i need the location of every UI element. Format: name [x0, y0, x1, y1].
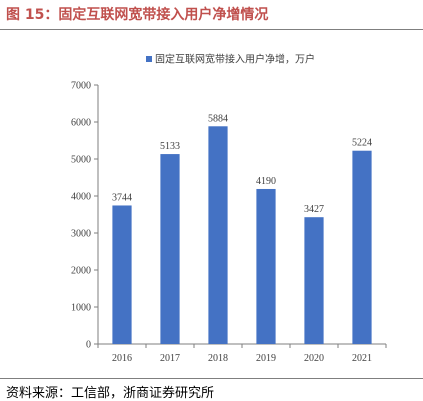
bars	[112, 126, 372, 345]
bar	[208, 126, 228, 345]
data-label: 5884	[208, 113, 228, 124]
data-label: 5224	[352, 138, 372, 149]
y-tick-label: 2000	[71, 266, 91, 277]
x-tick-label: 2020	[304, 353, 324, 364]
bar	[256, 188, 276, 344]
data-label: 3744	[112, 192, 132, 203]
y-axis: 0 1000 2000 3000 4000 5000 6000 7000	[71, 81, 99, 351]
y-tick-label: 4000	[71, 192, 91, 203]
legend-label: 固定互联网宽带接入用户净增，万户	[155, 53, 315, 66]
data-labels: 3744 5133 5884 4190 3427 5224	[112, 113, 372, 215]
title-divider	[0, 29, 423, 30]
data-label: 3427	[304, 204, 324, 215]
bar-chart: 固定互联网宽带接入用户净增，万户 0 1000 2000 3000 4000 5000 60…	[71, 53, 387, 364]
figure-title: 图 15：固定互联网宽带接入用户净增情况	[6, 7, 269, 23]
bar	[352, 150, 372, 344]
x-tick-label: 2019	[256, 353, 276, 364]
y-tick-label: 3000	[71, 229, 91, 240]
y-tick-label: 1000	[71, 303, 91, 314]
y-tick-label: 7000	[71, 81, 91, 92]
x-tick-label: 2016	[112, 353, 132, 364]
source-divider	[0, 378, 423, 379]
y-tick-label: 5000	[71, 155, 91, 166]
y-tick-label: 0	[86, 340, 91, 351]
source-note: 资料来源：工信部，浙商证券研究所	[6, 386, 215, 401]
data-label: 5133	[160, 141, 180, 152]
bar	[160, 154, 180, 344]
data-label: 4190	[256, 176, 276, 187]
x-tick-label: 2021	[352, 353, 372, 364]
bar	[112, 205, 132, 344]
bar	[304, 217, 324, 344]
x-axis: 2016 2017 2018 2019 2020 2021	[97, 343, 387, 364]
legend: 固定互联网宽带接入用户净增，万户	[146, 53, 315, 66]
x-tick-label: 2018	[208, 353, 228, 364]
x-tick-label: 2017	[160, 353, 180, 364]
legend-swatch	[146, 56, 152, 62]
y-tick-label: 6000	[71, 118, 91, 129]
